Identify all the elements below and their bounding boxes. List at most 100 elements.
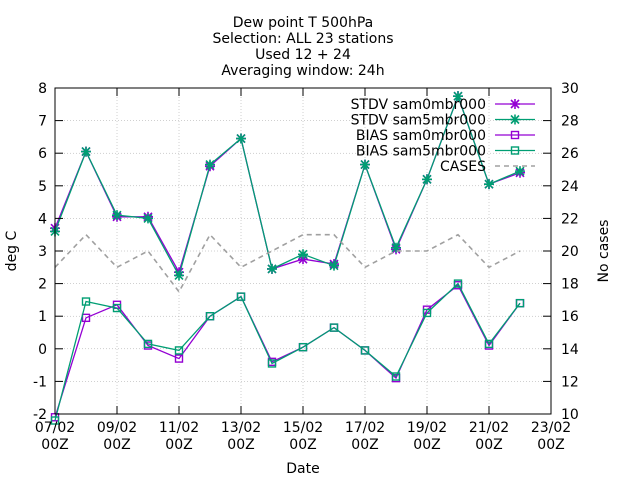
point-marker xyxy=(143,339,153,349)
y-axis-label: deg C xyxy=(4,230,20,271)
x-tick-label-time: 00Z xyxy=(103,437,130,453)
y-tick-label: -1 xyxy=(33,374,47,390)
series-line xyxy=(54,94,521,278)
y2-tick-label: 26 xyxy=(561,146,579,162)
x-tick-label: 09/02 xyxy=(97,420,137,436)
point-marker xyxy=(267,263,277,274)
x-tick-label: 23/02 xyxy=(531,420,571,436)
y2-tick-label: 24 xyxy=(561,179,579,195)
point-marker xyxy=(510,146,520,155)
y-tick-label: 5 xyxy=(38,179,47,195)
point-marker xyxy=(391,372,401,381)
point-marker xyxy=(422,174,432,185)
y2-tick-label: 22 xyxy=(561,211,579,227)
title-line: Dew point T 500hPa xyxy=(233,15,373,31)
y-tick-label: 3 xyxy=(38,244,47,260)
point-marker xyxy=(174,270,184,281)
point-marker xyxy=(81,297,91,306)
point-marker xyxy=(174,354,184,363)
point-marker xyxy=(360,159,370,170)
y-tick-label: 6 xyxy=(38,146,47,162)
point-marker xyxy=(360,346,370,355)
y-tick-label: -2 xyxy=(33,407,47,423)
axis-ticks: -2-1012345678101214161820222426283007/02… xyxy=(33,81,579,453)
y2-tick-label: 16 xyxy=(561,309,579,325)
point-marker xyxy=(484,179,494,190)
y2-tick-label: 10 xyxy=(561,407,579,423)
y2-tick-label: 28 xyxy=(561,114,579,130)
point-marker xyxy=(205,312,215,321)
point-marker xyxy=(81,313,91,323)
x-tick-label-time: 00Z xyxy=(413,437,440,453)
y-tick-label: 7 xyxy=(38,114,47,130)
x-tick-label: 19/02 xyxy=(407,420,447,436)
point-marker xyxy=(515,166,525,177)
legend-label: STDV sam0mbr000 xyxy=(351,97,486,113)
x-tick-label-time: 00Z xyxy=(41,437,68,453)
y2-axis-label: No cases xyxy=(596,220,612,283)
x-tick-label-time: 00Z xyxy=(351,437,378,453)
point-marker xyxy=(174,346,184,355)
point-marker xyxy=(510,99,520,109)
point-marker xyxy=(236,292,246,301)
point-marker xyxy=(298,249,308,260)
point-marker xyxy=(267,359,277,368)
x-tick-label: 17/02 xyxy=(345,420,385,436)
point-marker xyxy=(422,308,432,318)
legend-label: BIAS sam5mbr000 xyxy=(356,144,486,160)
x-tick-label: 21/02 xyxy=(469,420,509,436)
point-marker xyxy=(112,210,122,221)
point-marker xyxy=(112,303,122,313)
x-tick-label: 15/02 xyxy=(283,420,323,436)
series-layer xyxy=(50,91,525,425)
series-4 xyxy=(54,233,521,294)
y-tick-label: 2 xyxy=(38,277,47,293)
x-tick-label-time: 00Z xyxy=(227,437,254,453)
y-tick-label: 0 xyxy=(38,342,47,358)
point-marker xyxy=(205,159,215,170)
x-tick-label-time: 00Z xyxy=(289,437,316,453)
y-tick-label: 1 xyxy=(38,309,47,325)
point-marker xyxy=(453,279,463,288)
title-line: Averaging window: 24h xyxy=(221,63,384,79)
series-line xyxy=(54,233,521,294)
point-marker xyxy=(236,133,246,144)
x-tick-label: 13/02 xyxy=(221,420,261,436)
legend-label: BIAS sam0mbr000 xyxy=(356,128,486,144)
x-tick-label-time: 00Z xyxy=(475,437,502,453)
series-2 xyxy=(50,281,525,422)
title-line: Selection: ALL 23 stations xyxy=(212,31,393,47)
point-marker xyxy=(391,242,401,253)
x-tick-label-time: 00Z xyxy=(165,437,192,453)
point-marker xyxy=(329,323,339,332)
y2-tick-label: 30 xyxy=(561,81,579,97)
point-marker xyxy=(81,146,91,157)
point-marker xyxy=(510,130,520,140)
point-marker xyxy=(143,213,153,224)
title-line: Used 12 + 24 xyxy=(255,47,351,63)
x-tick-label: 07/02 xyxy=(35,420,75,436)
legend-label: STDV sam5mbr000 xyxy=(351,113,486,129)
y-tick-label: 8 xyxy=(38,81,47,97)
x-tick-label-time: 00Z xyxy=(537,437,564,453)
y-tick-label: 4 xyxy=(38,211,47,227)
x-tick-label: 11/02 xyxy=(159,420,199,436)
point-marker xyxy=(329,260,339,271)
y2-tick-label: 14 xyxy=(561,342,579,358)
point-marker xyxy=(515,298,525,308)
series-3 xyxy=(50,279,525,425)
point-marker xyxy=(298,342,308,352)
y2-tick-label: 18 xyxy=(561,277,579,293)
point-marker xyxy=(510,114,520,125)
point-marker xyxy=(484,339,494,349)
y2-tick-label: 12 xyxy=(561,374,579,390)
point-marker xyxy=(453,91,463,102)
point-marker xyxy=(50,416,60,425)
series-line xyxy=(54,282,521,421)
series-line xyxy=(54,284,521,418)
x-axis-label: Date xyxy=(286,461,319,477)
legend-label: CASES xyxy=(440,159,486,175)
